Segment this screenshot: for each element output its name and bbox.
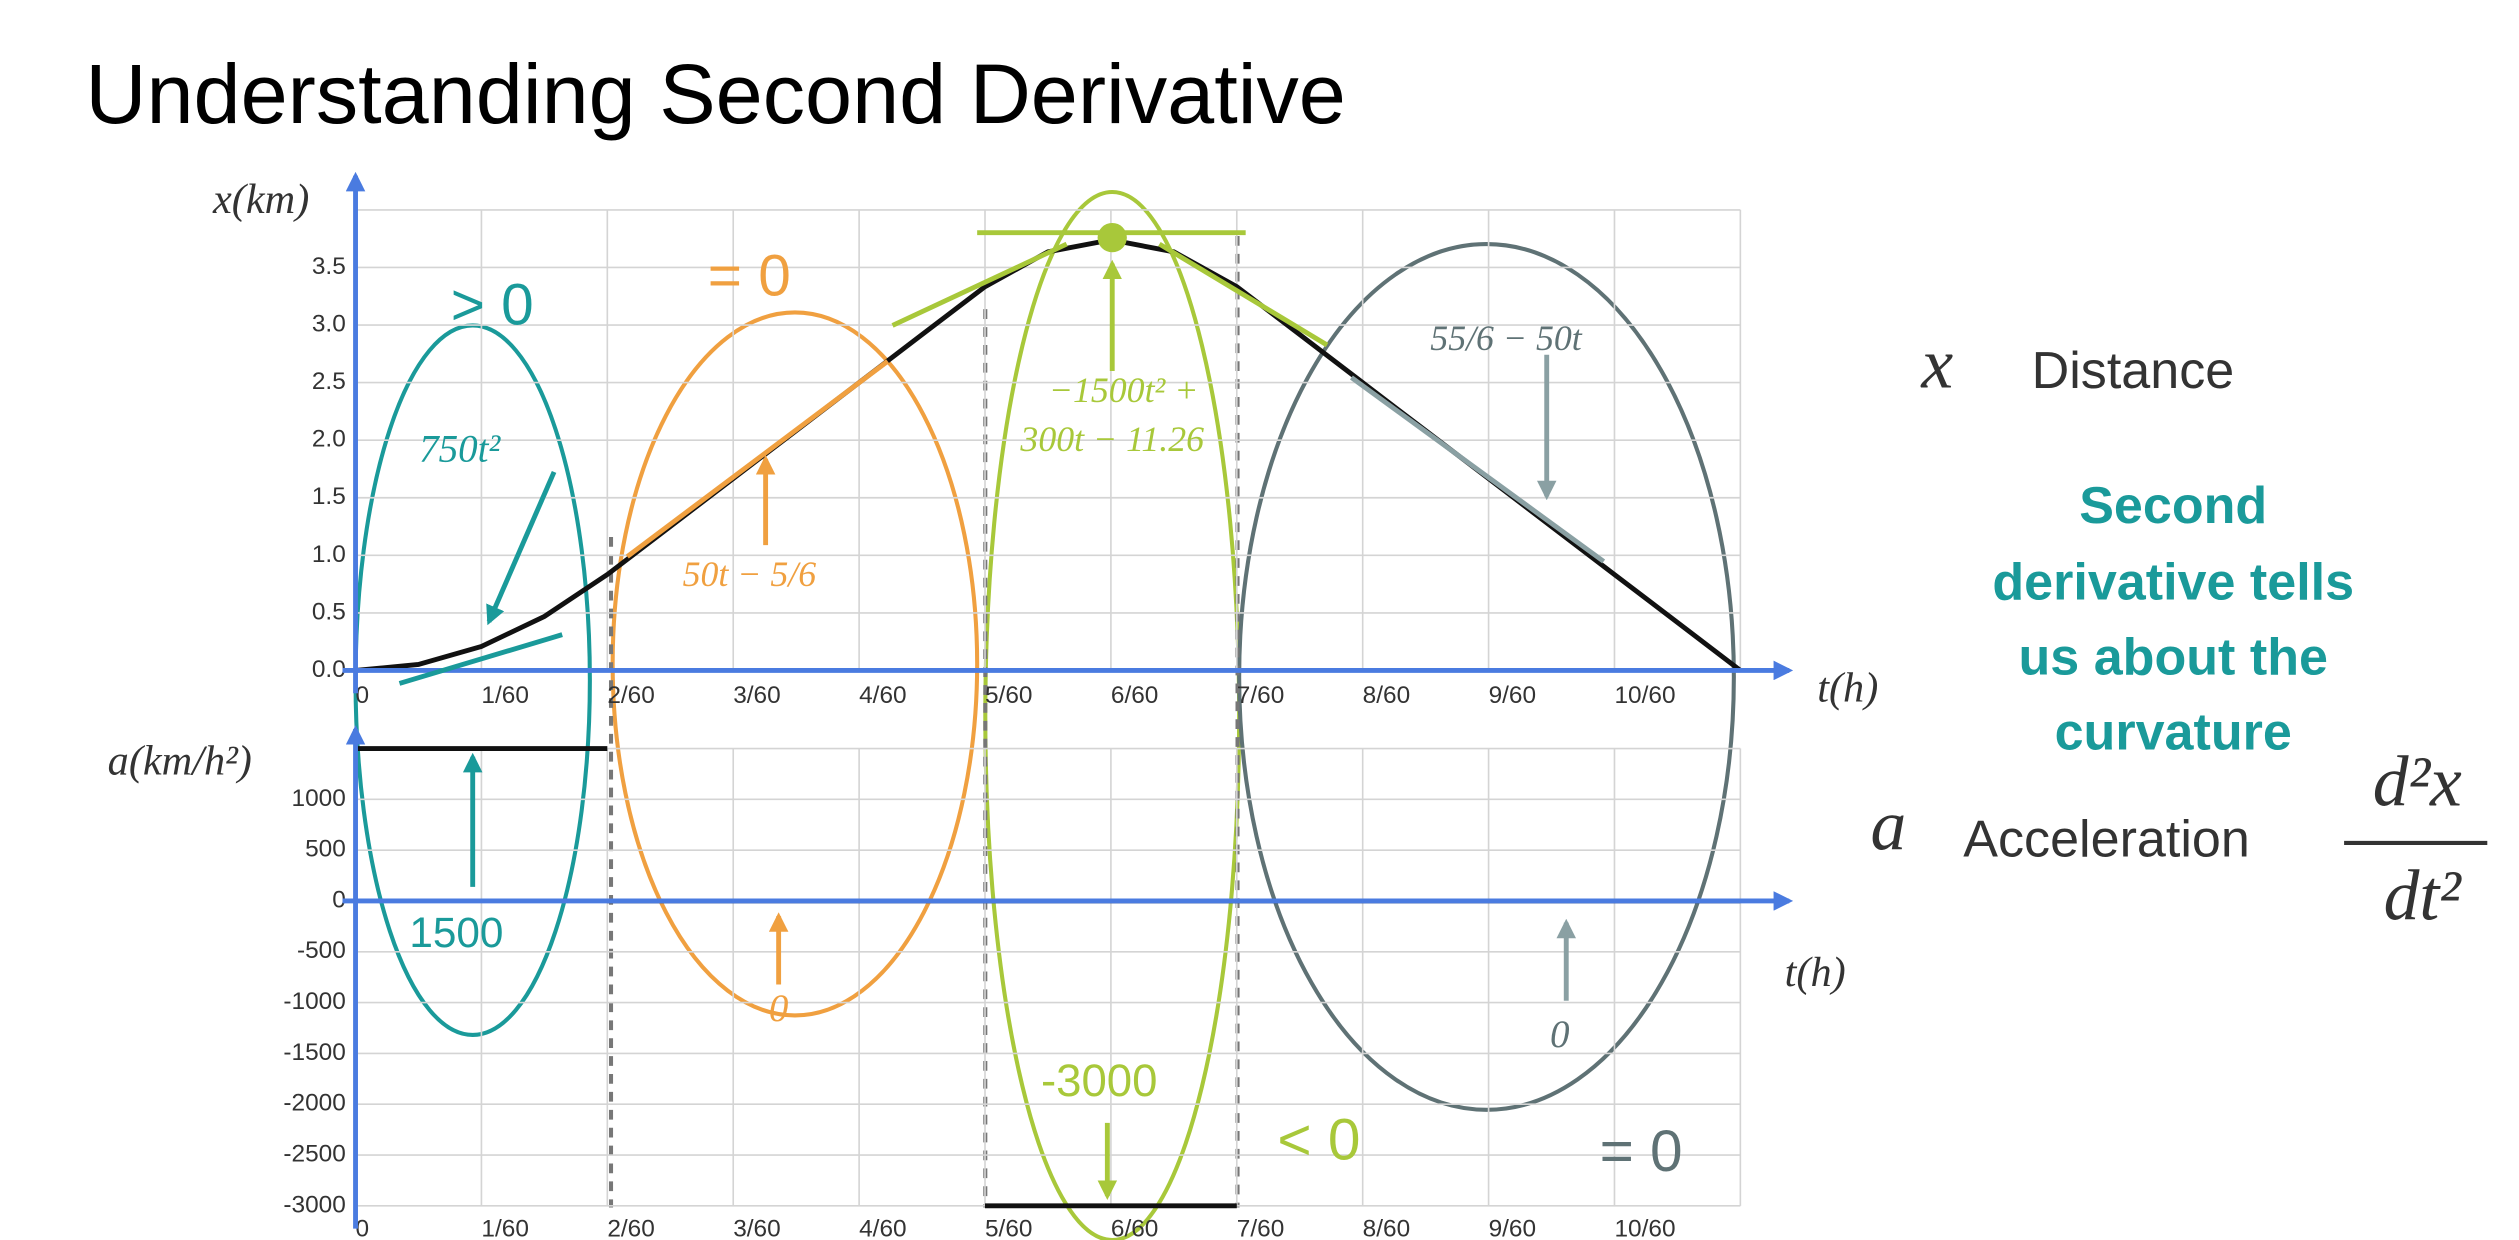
x-tick-label: 0 <box>356 682 370 709</box>
x-symbol: x <box>1920 324 1953 403</box>
annotation: > 0 <box>451 273 534 338</box>
x-tick-label: 4/60 <box>859 1216 906 1240</box>
tangent <box>891 241 1068 328</box>
annotation: 300t − 11.26 <box>1019 419 1204 459</box>
x-tick-label: 3/60 <box>733 1216 780 1240</box>
x-name: Distance <box>2032 342 2235 400</box>
y-tick-label: 0.5 <box>312 598 346 625</box>
tangent <box>398 632 563 686</box>
data-line <box>355 746 1741 1209</box>
annotation: 55/6 − 50t <box>1430 318 1582 358</box>
y-tick-label: -2000 <box>283 1090 345 1117</box>
annotation: 0 <box>1550 1013 1570 1056</box>
y-tick-label: -500 <box>297 937 346 964</box>
x-tick-label: 3/60 <box>733 682 780 709</box>
a-symbol: a <box>1871 787 1907 866</box>
annotation: < 0 <box>1277 1107 1360 1172</box>
y-tick-label: 500 <box>305 836 346 863</box>
x-tick-label: 10/60 <box>1614 1216 1675 1240</box>
y-tick-label: -1000 <box>283 988 345 1015</box>
x-tick-label: 9/60 <box>1489 1216 1536 1240</box>
x-tick-label: 8/60 <box>1363 682 1410 709</box>
note-line: us about the <box>2018 628 2327 686</box>
annotation: 50t − 5/6 <box>683 554 817 594</box>
x-tick-label: 7/60 <box>1237 1216 1284 1240</box>
y-tick-label: 0 <box>332 886 346 913</box>
x-tick-label: 10/60 <box>1614 682 1675 709</box>
x-tick-label: 1/60 <box>481 682 528 709</box>
note-line: derivative tells <box>1992 554 2354 612</box>
y-tick-label: 2.5 <box>312 368 346 395</box>
annotation: -3000 <box>1041 1055 1158 1106</box>
x-tick-label: 8/60 <box>1363 1216 1410 1240</box>
x-tick-label: 6/60 <box>1111 1216 1158 1240</box>
x-tick-label: 2/60 <box>607 1216 654 1240</box>
x-axis-label: t(h) <box>1817 664 1878 711</box>
x-tick-label: 5/60 <box>985 682 1032 709</box>
y-tick-label: 3.5 <box>312 253 346 280</box>
arrows <box>462 259 1577 1200</box>
tangent <box>625 359 890 559</box>
fraction-denominator: dt² <box>2384 857 2463 936</box>
annotation: 750t² <box>419 427 501 470</box>
annotation: = 0 <box>708 243 791 308</box>
y-axis-label: a(km/h²) <box>108 738 252 785</box>
note-line: curvature <box>2055 703 2292 761</box>
x-tick-label: 7/60 <box>1237 682 1284 709</box>
x-tick-label: 2/60 <box>607 682 654 709</box>
note-line: Second <box>2079 477 2267 535</box>
y-tick-label: 2.0 <box>312 426 346 453</box>
y-tick-label: 0.0 <box>312 656 346 683</box>
y-axis-label: x(km) <box>212 176 309 223</box>
tangent <box>1158 242 1329 348</box>
x-axis-label: t(h) <box>1785 949 1846 996</box>
annotation: 0 <box>769 987 789 1030</box>
annotation: = 0 <box>1600 1119 1683 1184</box>
x-tick-label: 6/60 <box>1111 682 1158 709</box>
x-tick-label: 0 <box>356 1216 370 1240</box>
y-tick-label: -2500 <box>283 1140 345 1167</box>
x-tick-label: 5/60 <box>985 1216 1032 1240</box>
x-tick-label: 4/60 <box>859 682 906 709</box>
arrow <box>486 470 557 626</box>
y-tick-label: 1.0 <box>312 541 346 568</box>
slide-title: Understanding Second Derivative <box>85 46 1345 141</box>
charts: 0.0 0.5 1.0 1.5 2.0 2.5 3.0 3.5 0 1/60 2/60 3/60 4/6… <box>108 171 1878 1240</box>
ellipse <box>610 310 980 1018</box>
peak-dot <box>1097 222 1127 253</box>
ellipse <box>1237 242 1736 1112</box>
y-tick-label: -1500 <box>283 1039 345 1066</box>
tangent <box>1350 375 1606 564</box>
x-tick-label: 1/60 <box>481 1216 528 1240</box>
annotation: −1500t² + <box>1049 370 1199 410</box>
fraction-numerator: d²x <box>2373 743 2462 822</box>
y-tick-label: 1000 <box>292 785 346 812</box>
a-name: Acceleration <box>1963 811 2249 869</box>
y-tick-label: -3000 <box>283 1191 345 1218</box>
y-tick-label: 3.0 <box>312 311 346 338</box>
annotation: 1500 <box>409 909 503 956</box>
x-tick-label: 9/60 <box>1489 682 1536 709</box>
y-tick-label: 1.5 <box>312 483 346 510</box>
